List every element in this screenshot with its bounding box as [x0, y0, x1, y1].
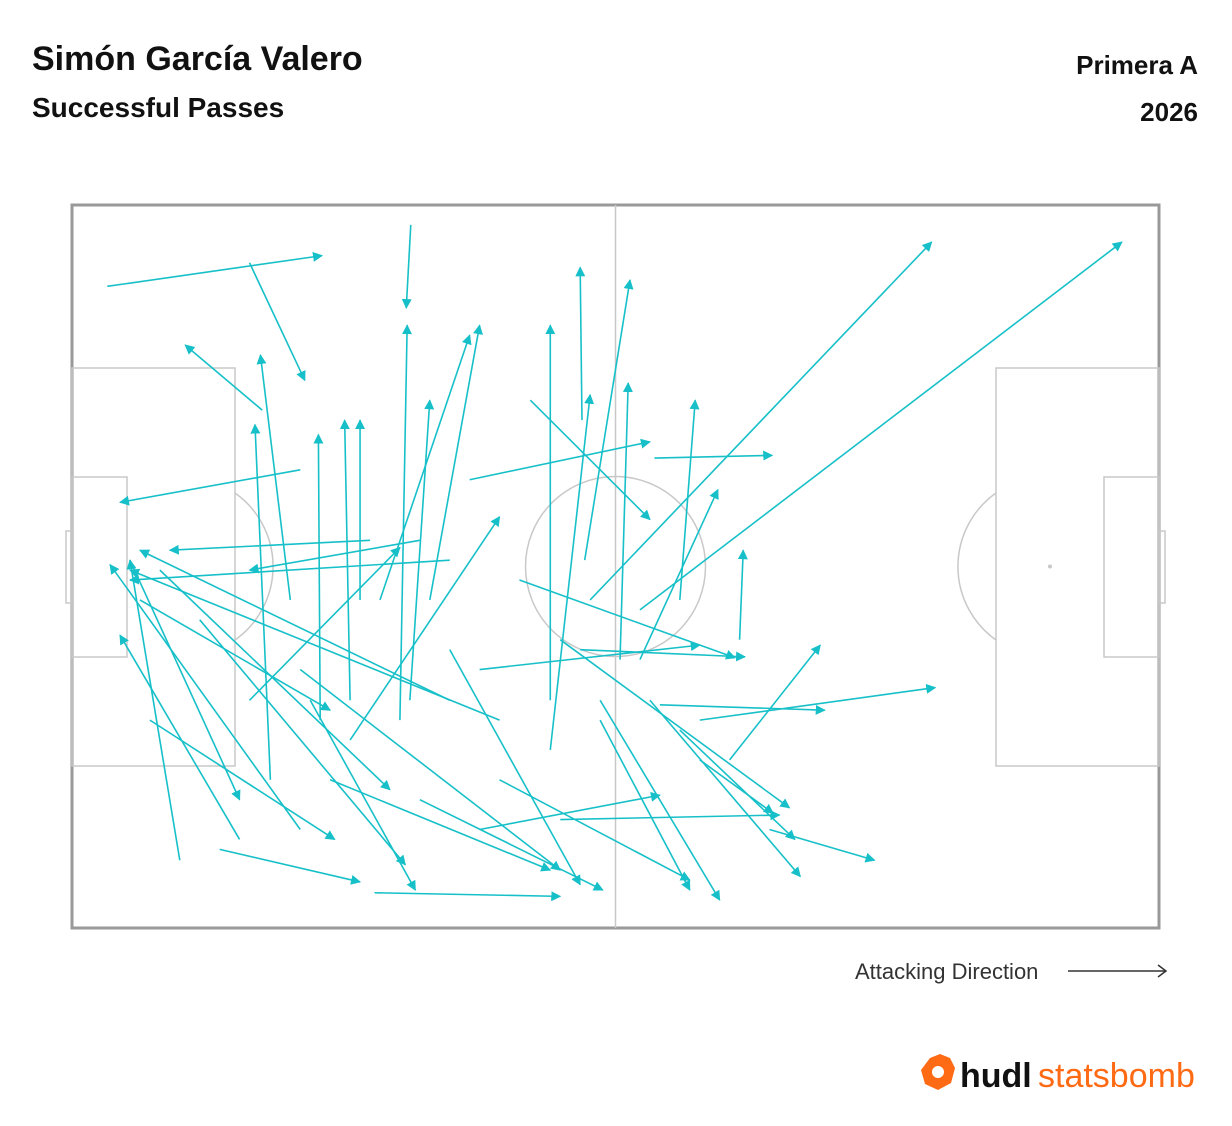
pass-arrow — [159, 569, 391, 791]
pass-arrow — [619, 382, 633, 660]
pass-arrow — [139, 599, 332, 711]
pass-arrow — [499, 779, 691, 881]
pass-arrow — [580, 648, 747, 662]
pass-arrow — [679, 729, 796, 841]
pass-arrow — [107, 251, 323, 288]
pass-arrow — [126, 559, 181, 861]
logo-product: statsbomb — [1038, 1057, 1195, 1095]
pass-arrow — [256, 354, 292, 601]
pass-arrow — [349, 515, 501, 741]
pass-arrow — [168, 539, 371, 555]
pass-arrow — [575, 266, 586, 421]
pass-arrow — [199, 619, 406, 866]
pass-arrow — [109, 563, 301, 830]
pass-arrow — [250, 423, 272, 780]
pass-arrow — [401, 224, 412, 310]
pass-arrow — [248, 262, 306, 382]
pass-arrow — [529, 399, 651, 521]
pass-arrow — [119, 469, 301, 506]
direction-arrow — [1068, 964, 1168, 978]
pass-arrow — [560, 810, 781, 821]
logo-brand: hudl — [960, 1057, 1032, 1095]
season: 2026 — [1140, 97, 1198, 127]
pass-arrow — [654, 450, 774, 461]
pass-arrow — [149, 719, 336, 841]
pass-arrow — [313, 433, 324, 721]
pass-arrow — [479, 791, 661, 831]
pass-arrow — [549, 393, 595, 751]
pass-arrow — [184, 344, 263, 411]
pass-arrow — [599, 699, 721, 901]
pass-arrow — [599, 719, 691, 891]
pass-arrow — [248, 539, 420, 574]
pass-arrow — [248, 546, 401, 701]
pass-arrow — [299, 668, 562, 871]
pass-arrow — [129, 568, 500, 721]
pass-arrow — [128, 559, 450, 585]
pass-arrow — [639, 241, 1123, 611]
pass-arrow — [139, 549, 451, 701]
pass-arrow — [409, 399, 435, 701]
pass-arrow — [699, 683, 937, 721]
pass-arrow — [429, 324, 483, 601]
passes — [107, 224, 1123, 902]
pass-arrow — [119, 634, 241, 840]
pass-arrow — [479, 641, 701, 671]
pass-arrow — [769, 828, 876, 863]
pass-arrow — [129, 559, 241, 801]
pass-arrow — [699, 759, 774, 814]
pass-arrow — [729, 644, 821, 761]
pass-arrow — [659, 703, 826, 715]
pass-arrow — [469, 438, 651, 481]
direction-label: Attacking Direction — [855, 959, 1038, 984]
title: Simón García Valero — [32, 40, 363, 78]
logo: hudl statsbomb — [921, 1054, 1195, 1095]
pass-arrow — [339, 419, 351, 701]
pass-arrow — [589, 241, 933, 601]
pass-arrow — [374, 891, 562, 902]
pass-arrow — [329, 779, 552, 872]
pass-arrow — [649, 699, 801, 878]
pass-arrow — [583, 279, 634, 561]
competition: Primera A — [1076, 50, 1198, 80]
pass-arrow — [737, 549, 748, 640]
pitch — [65, 203, 1166, 930]
pass-arrow — [639, 488, 719, 660]
pass-arrow — [519, 579, 737, 660]
pass-arrow — [399, 324, 412, 721]
pass-arrow — [219, 848, 362, 885]
pass-arrow — [559, 639, 791, 809]
subtitle: Successful Passes — [32, 92, 284, 123]
pass-arrow — [449, 649, 581, 886]
